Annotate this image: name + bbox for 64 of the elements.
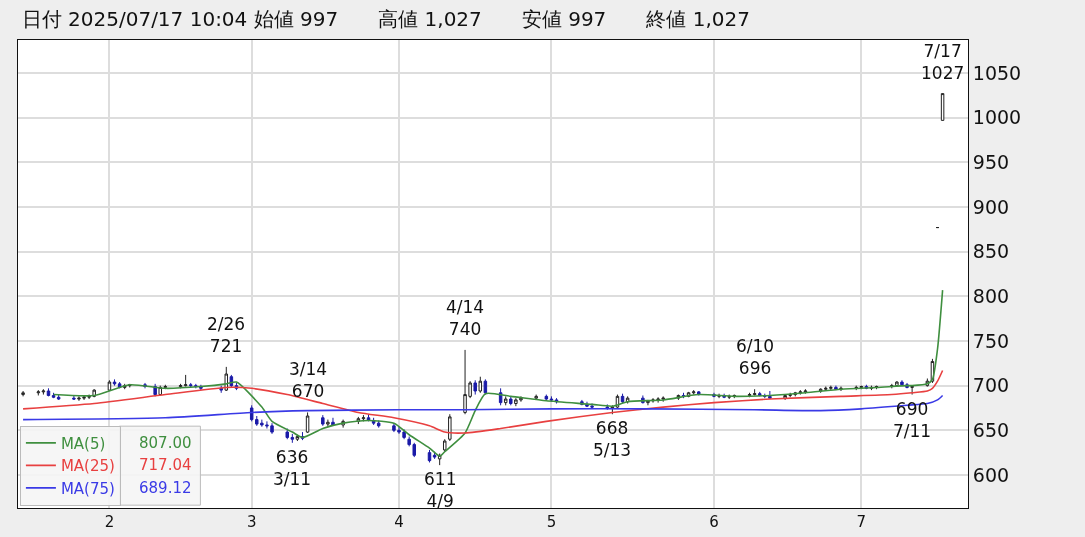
candlestick [56, 394, 61, 401]
candlestick [498, 387, 503, 406]
candlestick [473, 379, 477, 396]
y-tick-label: 1050 [972, 61, 1022, 84]
annotation: 7/17 1027 [921, 41, 965, 84]
annotation: 636 3/11 [273, 447, 312, 490]
annotation: 611 4/9 [424, 469, 457, 512]
annotation: 717.04 [139, 456, 192, 474]
annotation: 807.00 [139, 434, 192, 452]
y-tick-label: 900 [972, 195, 1010, 218]
candlestick [72, 394, 76, 401]
y-tick-label: 750 [972, 329, 1010, 352]
x-tick-label: 2 [104, 513, 115, 531]
candlestick [910, 385, 914, 396]
annotation: 3/14 670 [289, 359, 328, 402]
candlestick [448, 413, 452, 442]
candlestick [544, 394, 549, 401]
candlestick [46, 387, 51, 397]
candlestick [442, 438, 447, 453]
candlestick [478, 376, 483, 394]
candlestick [503, 395, 508, 406]
candlestick [534, 394, 538, 401]
y-tick-label: 1000 [972, 106, 1022, 129]
y-tick-label: 800 [972, 284, 1010, 307]
candlestick [183, 374, 188, 388]
candlestick [549, 395, 554, 403]
legend-label: MA(25) [60, 457, 115, 476]
annotation: 4/14 740 [446, 297, 485, 340]
y-tick-label: 600 [972, 463, 1010, 486]
candlestick [331, 417, 335, 427]
candlestick [768, 390, 772, 400]
candlestick [483, 378, 488, 396]
annotation: 689.12 [139, 479, 192, 497]
candlestick [321, 414, 325, 427]
candlestick [361, 414, 366, 422]
candlestick [112, 378, 117, 387]
candlestick [41, 388, 46, 396]
chart-title: 日付 2025/07/17 10:04 始値 997 高値 1,027 安値 997 終値 1,027 [21, 6, 750, 31]
candlestick [21, 390, 25, 397]
annotation: 668 5/13 [593, 418, 632, 461]
y-tick-label: 950 [972, 151, 1010, 174]
x-tick-label: 6 [709, 513, 719, 531]
y-tick-label: 700 [972, 374, 1010, 397]
candlestick [752, 388, 757, 396]
candlestick [305, 411, 310, 434]
candlestick [509, 395, 513, 406]
y-tick-label: 850 [972, 240, 1010, 263]
x-tick-label: 3 [246, 513, 257, 531]
y-tick-label: 650 [972, 418, 1010, 441]
candlestick [51, 392, 56, 399]
x-tick-label: 5 [546, 513, 557, 531]
x-tick-label: 4 [394, 513, 404, 531]
candlestick [691, 389, 696, 396]
candlestick [326, 419, 330, 428]
legend-label: MA(5) [60, 434, 106, 453]
annotation: 6/10 696 [736, 336, 775, 379]
x-tick-label: 7 [856, 513, 867, 531]
candlestick [646, 399, 650, 406]
candlestick [834, 385, 838, 391]
legend-label: MA(75) [60, 479, 115, 498]
candlestick [376, 419, 381, 429]
annotation: 690 7/11 [893, 399, 932, 442]
annotation: 2/26 721 [207, 314, 246, 357]
candlestick [36, 389, 41, 396]
